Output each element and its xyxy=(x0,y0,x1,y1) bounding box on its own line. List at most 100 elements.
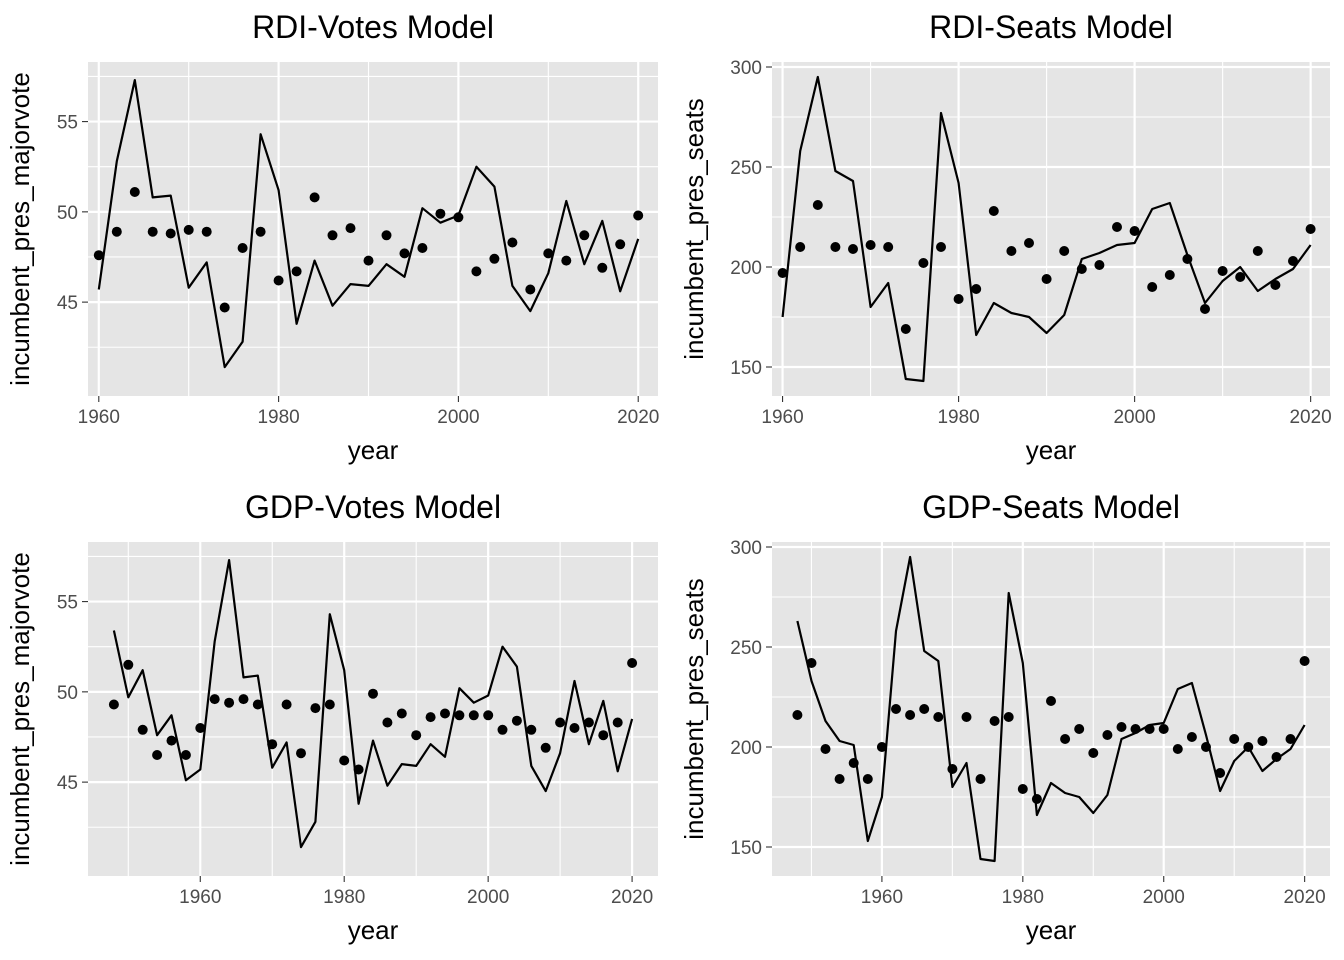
data-point xyxy=(1200,304,1210,314)
data-point xyxy=(971,284,982,294)
y-tick-label: 300 xyxy=(730,538,762,559)
data-point xyxy=(310,703,321,714)
axes: 1960 1980 2000 2020 45 50 55 xyxy=(57,113,660,428)
data-point xyxy=(195,723,206,733)
data-point xyxy=(1144,724,1155,734)
data-point xyxy=(865,240,876,250)
data-point xyxy=(237,243,248,253)
data-point xyxy=(1006,246,1017,256)
chart-rdi-votes: 1960 1980 2000 2020 45 50 55 RDI-Votes Model y… xyxy=(5,9,659,465)
data-point xyxy=(933,712,944,722)
data-point xyxy=(627,658,638,668)
data-point xyxy=(489,253,500,264)
data-point xyxy=(137,724,148,735)
data-point xyxy=(353,764,364,775)
y-tick-label: 200 xyxy=(730,738,762,759)
data-point xyxy=(1112,222,1122,232)
data-point xyxy=(483,710,494,721)
data-point xyxy=(399,248,410,259)
data-point xyxy=(1172,744,1183,754)
data-point xyxy=(111,226,122,237)
fitted-line xyxy=(97,79,640,369)
data-point xyxy=(425,712,436,723)
data-point xyxy=(255,226,266,237)
data-point xyxy=(543,248,554,259)
data-point xyxy=(1130,724,1141,734)
x-axis-title: year xyxy=(1026,435,1077,465)
data-point xyxy=(327,230,338,241)
data-point xyxy=(540,742,551,753)
data-marks xyxy=(777,75,1316,383)
data-point xyxy=(147,226,158,237)
data-point xyxy=(1041,274,1052,284)
data-point xyxy=(900,324,911,334)
data-point xyxy=(511,715,522,726)
panel-background xyxy=(772,62,1330,396)
chart-rdi-seats: 1960 1980 2000 2020 150 200 250 300 RDI-Seats M… xyxy=(679,9,1332,465)
data-point xyxy=(989,716,1000,726)
data-point xyxy=(1299,656,1310,666)
data-point xyxy=(848,244,858,254)
data-point xyxy=(830,242,841,252)
data-marks xyxy=(792,555,1310,863)
y-tick-label: 50 xyxy=(57,203,78,224)
data-point xyxy=(612,717,623,728)
y-tick-label: 300 xyxy=(730,58,762,79)
data-point xyxy=(947,764,958,774)
fitted-line xyxy=(796,555,1306,863)
data-point xyxy=(1285,734,1296,744)
data-point xyxy=(219,302,230,313)
data-point xyxy=(471,266,482,277)
data-point xyxy=(918,258,929,268)
y-tick-label: 250 xyxy=(730,158,762,179)
x-tick-label: 2000 xyxy=(467,887,509,908)
chart-title: RDI-Votes Model xyxy=(252,9,494,45)
data-point xyxy=(561,255,572,266)
data-point xyxy=(1288,256,1298,266)
data-point xyxy=(1243,742,1254,752)
data-point xyxy=(1031,794,1042,804)
x-tick-label: 1960 xyxy=(761,407,803,428)
data-point xyxy=(597,262,608,273)
data-point xyxy=(396,708,407,719)
x-tick-label: 2000 xyxy=(437,407,479,428)
data-point xyxy=(368,688,378,699)
data-point xyxy=(273,275,284,286)
y-axis-title: incumbent_pres_seats xyxy=(679,578,709,840)
y-tick-label: 45 xyxy=(57,773,78,794)
y-tick-label: 200 xyxy=(730,258,762,279)
data-point xyxy=(615,239,626,250)
data-marks xyxy=(93,79,644,369)
data-point xyxy=(1094,260,1105,270)
data-point xyxy=(1252,246,1263,256)
data-point xyxy=(1024,238,1034,248)
x-tick-label: 2000 xyxy=(1143,887,1185,908)
chart-gdp-votes: 1960 1980 2000 2020 45 50 55 GDP-Votes Model y… xyxy=(5,489,658,945)
data-point xyxy=(1129,226,1140,236)
data-point xyxy=(1059,246,1070,256)
data-point xyxy=(1060,734,1071,744)
gridlines xyxy=(88,542,658,876)
data-point xyxy=(267,739,278,750)
x-tick-label: 2020 xyxy=(1283,887,1325,908)
data-point xyxy=(834,774,845,784)
data-point xyxy=(435,208,446,219)
data-point xyxy=(806,658,817,668)
panel-background xyxy=(88,62,658,396)
x-tick-label: 1960 xyxy=(78,407,120,428)
x-tick-label: 2020 xyxy=(611,887,653,908)
data-point xyxy=(919,704,930,714)
data-point xyxy=(224,697,235,708)
y-tick-label: 55 xyxy=(57,113,78,134)
data-point xyxy=(152,750,163,760)
data-point xyxy=(569,723,580,733)
data-point xyxy=(891,704,901,714)
data-point xyxy=(1164,270,1175,280)
y-tick-label: 250 xyxy=(730,638,762,659)
data-point xyxy=(345,223,356,234)
data-point xyxy=(166,735,177,746)
data-point xyxy=(382,717,393,728)
data-point xyxy=(1074,724,1085,734)
data-point xyxy=(583,717,594,728)
data-point xyxy=(129,187,140,197)
